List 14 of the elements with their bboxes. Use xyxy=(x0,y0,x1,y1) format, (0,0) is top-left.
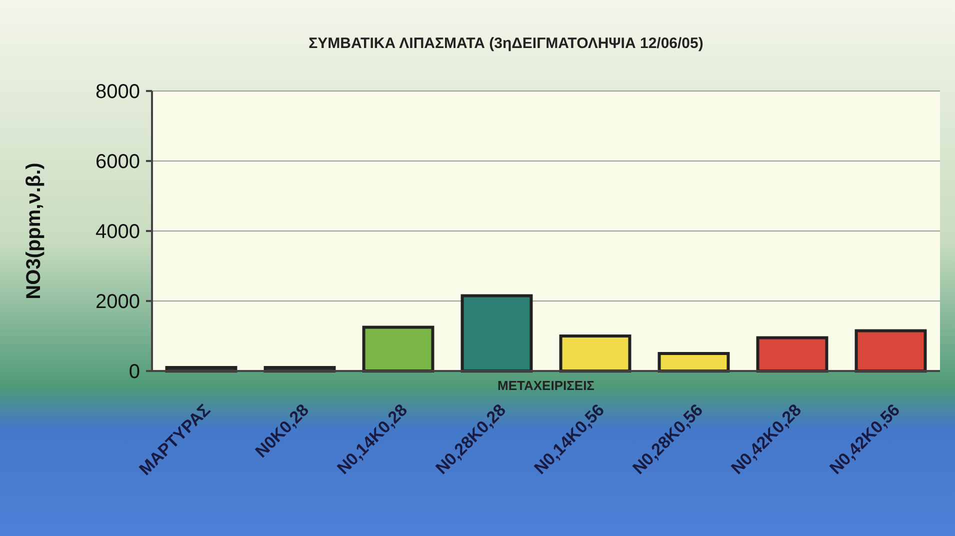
y-tick-label: 6000 xyxy=(96,151,140,173)
y-tick-label: 8000 xyxy=(96,81,140,103)
y-tick-label: 0 xyxy=(128,361,140,383)
bar xyxy=(362,326,434,372)
x-axis-title: ΜΕΤΑΧΕΙΡΙΣΕΙΣ xyxy=(498,378,595,393)
bar xyxy=(559,334,632,372)
y-tick-label: 4000 xyxy=(96,221,140,243)
y-axis-title: NO3(ppm,ν.β.) xyxy=(23,162,45,300)
bar xyxy=(756,336,828,372)
bar xyxy=(854,329,927,372)
y-tick-label: 2000 xyxy=(96,291,140,313)
chart-title: ΣΥΜΒΑΤΙΚΑ ΛΙΠΑΣΜΑΤΑ (3ηΔΕΙΓΜΑΤΟΛΗΨΙΑ 12/06/05) xyxy=(308,35,704,52)
bar xyxy=(460,294,533,372)
bar xyxy=(658,352,730,372)
